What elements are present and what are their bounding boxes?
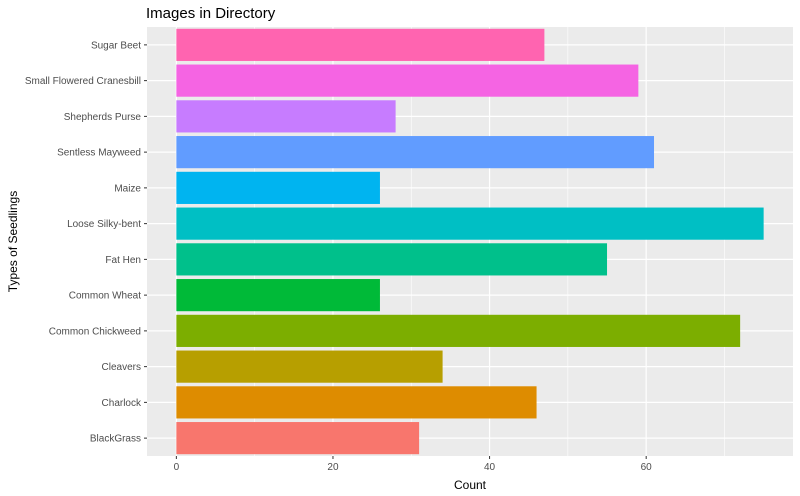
minor-gridlines xyxy=(254,27,725,456)
y-tick-label: Sugar Beet xyxy=(91,40,141,51)
y-tick-label: Small Flowered Cranesbill xyxy=(25,76,141,87)
bar xyxy=(176,386,537,419)
x-axis-title: Count xyxy=(454,478,487,492)
bar xyxy=(176,350,443,383)
y-tick-label: Sentless Mayweed xyxy=(57,148,141,159)
y-tick-label: Loose Silky-bent xyxy=(67,219,141,230)
x-tick-label: 60 xyxy=(641,462,653,473)
bar xyxy=(176,64,639,97)
x-tick-label: 40 xyxy=(484,462,496,473)
y-tick-label: Maize xyxy=(114,183,141,194)
y-tick-label: Common Wheat xyxy=(69,291,141,302)
y-tick-label: Common Chickweed xyxy=(49,326,141,337)
y-tick-label: Shepherds Purse xyxy=(64,112,142,123)
y-axis-ticks: BlackGrass Charlock Cleavers Common Chickwe… xyxy=(25,40,147,445)
bar xyxy=(176,171,380,204)
x-tick-label: 20 xyxy=(327,462,339,473)
y-tick-label: Charlock xyxy=(102,398,142,409)
bar xyxy=(176,243,608,276)
bar xyxy=(176,136,655,169)
x-axis-ticks: 0 20 40 60 xyxy=(174,456,653,473)
bar xyxy=(176,422,420,455)
y-axis-title: Types of Seedlings xyxy=(6,191,20,292)
bar xyxy=(176,314,741,347)
y-tick-label: Cleavers xyxy=(102,362,141,373)
y-tick-label: BlackGrass xyxy=(90,434,141,445)
y-tick-label: Fat Hen xyxy=(105,255,141,266)
bar xyxy=(176,279,380,312)
bar xyxy=(176,100,396,133)
x-tick-label: 0 xyxy=(174,462,180,473)
bars xyxy=(176,28,764,455)
chart-title: Images in Directory xyxy=(146,5,276,22)
bar xyxy=(176,28,545,61)
bar xyxy=(176,207,764,240)
